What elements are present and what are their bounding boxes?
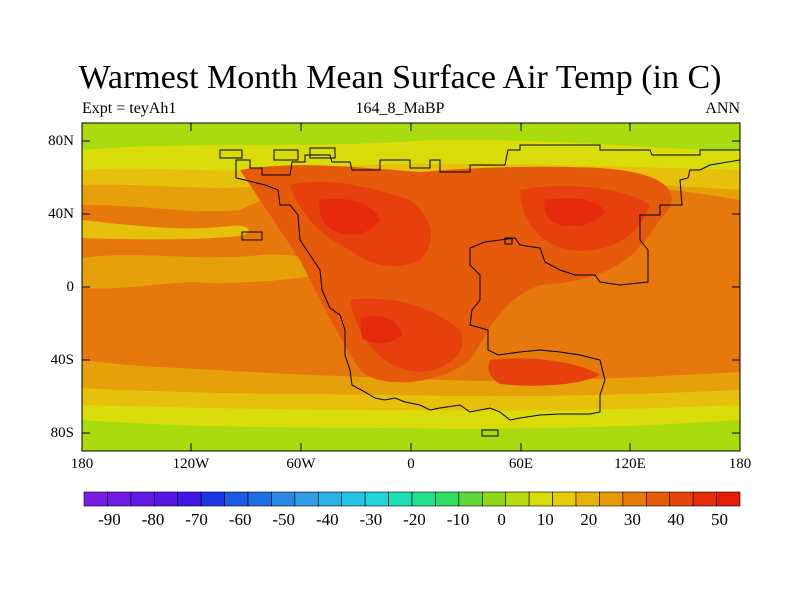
x-tick-180-left: 180: [70, 456, 94, 472]
colorbar-swatch: [271, 491, 296, 507]
colorbar-swatch: [411, 491, 436, 507]
island-west: [241, 231, 263, 241]
x-tick-120e: 120E: [614, 456, 646, 472]
colorbar-swatch: [575, 491, 600, 507]
colorbar-label: -50: [272, 510, 296, 529]
contour-45-50: [319, 198, 380, 235]
colorbar-swatch: [552, 491, 577, 507]
colorbar-label: 0: [497, 510, 506, 529]
colorbar-swatch: [716, 491, 741, 507]
y-tick-0: 0: [66, 279, 75, 295]
x-tick-60e: 60E: [508, 456, 534, 472]
colorbar-swatch: [317, 491, 343, 507]
colorbar-swatch: [107, 491, 132, 507]
ocean-cool-tongue-north: [82, 220, 249, 240]
colorbar-swatch: [692, 491, 717, 507]
colorbar-swatch: [247, 491, 272, 507]
colorbar-swatch: [645, 491, 671, 507]
y-tick-80n: 80N: [48, 133, 74, 149]
colorbar-label: -10: [446, 510, 470, 529]
colorbar-swatch: [505, 491, 530, 507]
contour-45-50-east: [544, 198, 605, 227]
axis-ticks: [82, 123, 740, 451]
colorbar-label: 20: [580, 510, 598, 529]
contour-40-45-southeast: [488, 358, 600, 386]
ocean-cool-tongue: [82, 254, 330, 289]
experiment-label: Expt = teyAh1: [82, 100, 177, 117]
island-south: [481, 429, 499, 437]
colorbar-swatch: [458, 491, 483, 507]
temperature-field: [82, 123, 740, 451]
colorbar-swatch: [669, 491, 694, 507]
colorbar-label: -40: [315, 510, 339, 529]
colorbar-swatch: [364, 491, 389, 507]
map-title: Warmest Month Mean Surface Air Temp (in …: [78, 59, 722, 96]
colorbar-label: -30: [359, 510, 383, 529]
colorbar-swatch: [388, 491, 413, 507]
contour-45-50-south: [360, 315, 402, 344]
colorbar-swatch: [153, 491, 179, 507]
colorbar-swatch: [200, 491, 225, 507]
island-north-3: [309, 147, 336, 159]
colorbar-swatch: [341, 491, 366, 507]
y-tick-80s: 80S: [50, 425, 74, 441]
x-tick-60w: 60W: [286, 456, 316, 472]
colorbar: [83, 491, 741, 507]
colorbar-label: 40: [667, 510, 685, 529]
y-tick-40s: 40S: [50, 352, 74, 368]
colorbar-label: -60: [228, 510, 252, 529]
period-label: 164_8_MaBP: [355, 100, 445, 117]
y-tick-40n: 40N: [48, 206, 74, 222]
x-tick-0: 0: [407, 456, 415, 472]
colorbar-swatch: [599, 491, 624, 507]
colorbar-swatch: [177, 491, 202, 507]
x-tick-120w: 120W: [172, 456, 210, 472]
colorbar-swatch: [622, 491, 647, 507]
colorbar-label: 10: [536, 510, 554, 529]
colorbar-swatch: [130, 491, 155, 507]
season-label: ANN: [705, 100, 740, 117]
colorbar-swatch: [481, 491, 507, 507]
colorbar-swatch: [224, 491, 249, 507]
colorbar-label: -70: [185, 510, 208, 529]
colorbar-label: 30: [623, 510, 641, 529]
colorbar-label: 50: [711, 510, 728, 529]
colorbar-swatch: [83, 491, 108, 507]
island-north-2: [273, 149, 299, 161]
inland-lake: [504, 237, 513, 245]
colorbar-swatch: [435, 491, 460, 507]
colorbar-label: -20: [403, 510, 426, 529]
colorbar-swatch: [294, 491, 319, 507]
colorbar-label: -80: [141, 510, 165, 529]
colorbar-swatch: [528, 491, 553, 507]
x-tick-180-right: 180: [728, 456, 752, 472]
coastlines: [219, 144, 741, 437]
colorbar-label: -90: [98, 510, 121, 529]
pangea-coastline: [235, 144, 741, 421]
island-north-1: [219, 149, 243, 159]
